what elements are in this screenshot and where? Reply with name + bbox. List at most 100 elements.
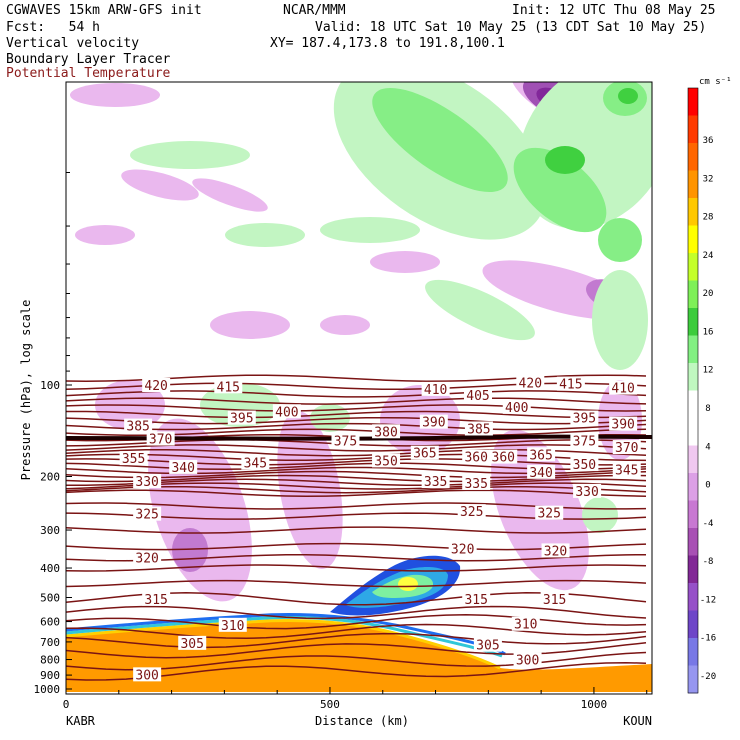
theta-label-bg: [541, 543, 570, 558]
theta-label-bg: [462, 449, 491, 464]
theta-contour: [66, 489, 647, 497]
theta-label: 365: [529, 448, 552, 463]
theta-label: 320: [544, 544, 567, 559]
theta-label: 420: [519, 376, 542, 391]
updraft-core: [372, 87, 508, 193]
theta-label-bg: [489, 449, 518, 464]
colorbar-swatch: [688, 528, 698, 556]
x-axis: 0 500 1000: [63, 687, 648, 711]
theta-contour: [66, 485, 647, 494]
updraft-blob: [592, 270, 648, 370]
theta-label: 360: [492, 451, 515, 466]
header-valid-time: Valid: 18 UTC Sat 10 May 25 (13 CDT Sat …: [315, 20, 707, 35]
updraft-core: [545, 146, 585, 174]
colorbar-swatch: [688, 445, 698, 474]
y-tick-label: 700: [40, 636, 60, 649]
colorbar-swatch: [688, 280, 698, 309]
colorbar-tick-label: 36: [703, 136, 714, 146]
theta-label-bg: [372, 424, 401, 439]
downdraft-blob: [370, 251, 440, 273]
downdraft-blob: [210, 311, 290, 339]
colorbar: 36 32 28 24 20 16 12 8 4 0 -4 -8 -12 -16 -20: [687, 87, 716, 694]
theta-label-bg: [612, 440, 641, 455]
colorbar-units: cm s⁻¹: [699, 77, 732, 87]
colorbar-tick-label: -16: [700, 634, 716, 644]
theta-label-bg: [421, 474, 450, 489]
theta-label-bg: [133, 474, 162, 489]
theta-label: 395: [573, 412, 596, 427]
theta-label-bg: [570, 410, 599, 425]
theta-label-bg: [609, 380, 638, 395]
theta-label: 415: [217, 380, 240, 395]
downdraft-core: [172, 528, 208, 572]
header-init-time: Init: 12 UTC Thu 08 May 25: [512, 3, 716, 18]
colorbar-swatch: [688, 583, 698, 611]
updraft-core: [618, 88, 638, 104]
theta-label-bg: [457, 504, 486, 519]
theta-label: 370: [149, 433, 172, 448]
theta-label: 340: [529, 466, 552, 481]
theta-contour: [66, 614, 647, 630]
theta-label: 415: [559, 378, 582, 393]
updraft-core: [513, 147, 607, 233]
start-endpoint: KABR: [66, 714, 96, 728]
theta-label: 350: [573, 458, 596, 473]
theta-label: 385: [126, 420, 149, 435]
theta-contour: [66, 623, 647, 640]
theta-contour: [66, 661, 647, 681]
theta-contour: [66, 605, 647, 620]
y-tick-label: 1000: [34, 683, 61, 696]
colorbar-swatch: [688, 665, 698, 694]
theta-label-bg: [133, 550, 162, 565]
theta-label: 310: [514, 618, 537, 633]
colorbar-swatch: [688, 638, 698, 666]
theta-label-bg: [421, 381, 450, 396]
colorbar-swatch: [688, 115, 698, 144]
header-field-vertical-velocity: Vertical velocity: [6, 36, 140, 51]
colorbar-tick-label: 28: [703, 213, 714, 223]
colorbar-frame: [687, 87, 699, 694]
header-field-boundary-layer-tracer: Boundary Layer Tracer: [6, 52, 171, 67]
theta-label: 350: [374, 454, 397, 469]
theta-contour: [66, 482, 647, 490]
colorbar-swatch: [688, 363, 698, 391]
header-model: CGWAVES 15km ARW-GFS init: [6, 3, 202, 18]
theta-label-bg: [527, 447, 556, 462]
theta-label: 400: [505, 401, 528, 416]
downdraft-blob: [70, 83, 160, 107]
downdraft-blob: [121, 169, 199, 201]
theta-label: 320: [451, 542, 474, 557]
theta-label-bg: [473, 637, 502, 652]
theta-label: 395: [230, 412, 253, 427]
theta-label-bg: [133, 506, 162, 521]
downdraft-blob: [75, 225, 135, 245]
plume-core: [398, 577, 418, 591]
theta-label-bg: [133, 667, 162, 682]
updraft-blob: [225, 223, 305, 247]
theta-label: 410: [424, 383, 447, 398]
header-organization: NCAR/MMM: [283, 3, 346, 18]
colorbar-swatch: [688, 198, 698, 226]
theta-label: 325: [460, 505, 483, 520]
theta-label: 345: [244, 457, 267, 472]
theta-contour: [66, 642, 647, 659]
theta-label-bg: [464, 388, 493, 403]
theta-label-bg: [218, 617, 247, 632]
theta-label-bg: [119, 451, 148, 466]
theta-contour: [66, 397, 647, 405]
x-tick-label: 1000: [581, 698, 608, 711]
colorbar-tick-label: 24: [703, 251, 714, 261]
theta-label-bg: [609, 416, 638, 431]
theta-contour: [66, 478, 647, 487]
updraft-blob: [425, 279, 535, 341]
y-tick-label: 300: [40, 524, 60, 537]
colorbar-tick-label: -8: [703, 557, 714, 567]
colorbar-tick-label: 12: [703, 366, 714, 376]
theta-label-bg: [462, 475, 491, 490]
theta-label-bg: [241, 455, 270, 470]
colorbar-swatch: [688, 610, 698, 639]
theta-label-bg: [448, 541, 477, 556]
theta-label: 405: [466, 389, 489, 404]
y-tick-label: 400: [40, 562, 60, 575]
